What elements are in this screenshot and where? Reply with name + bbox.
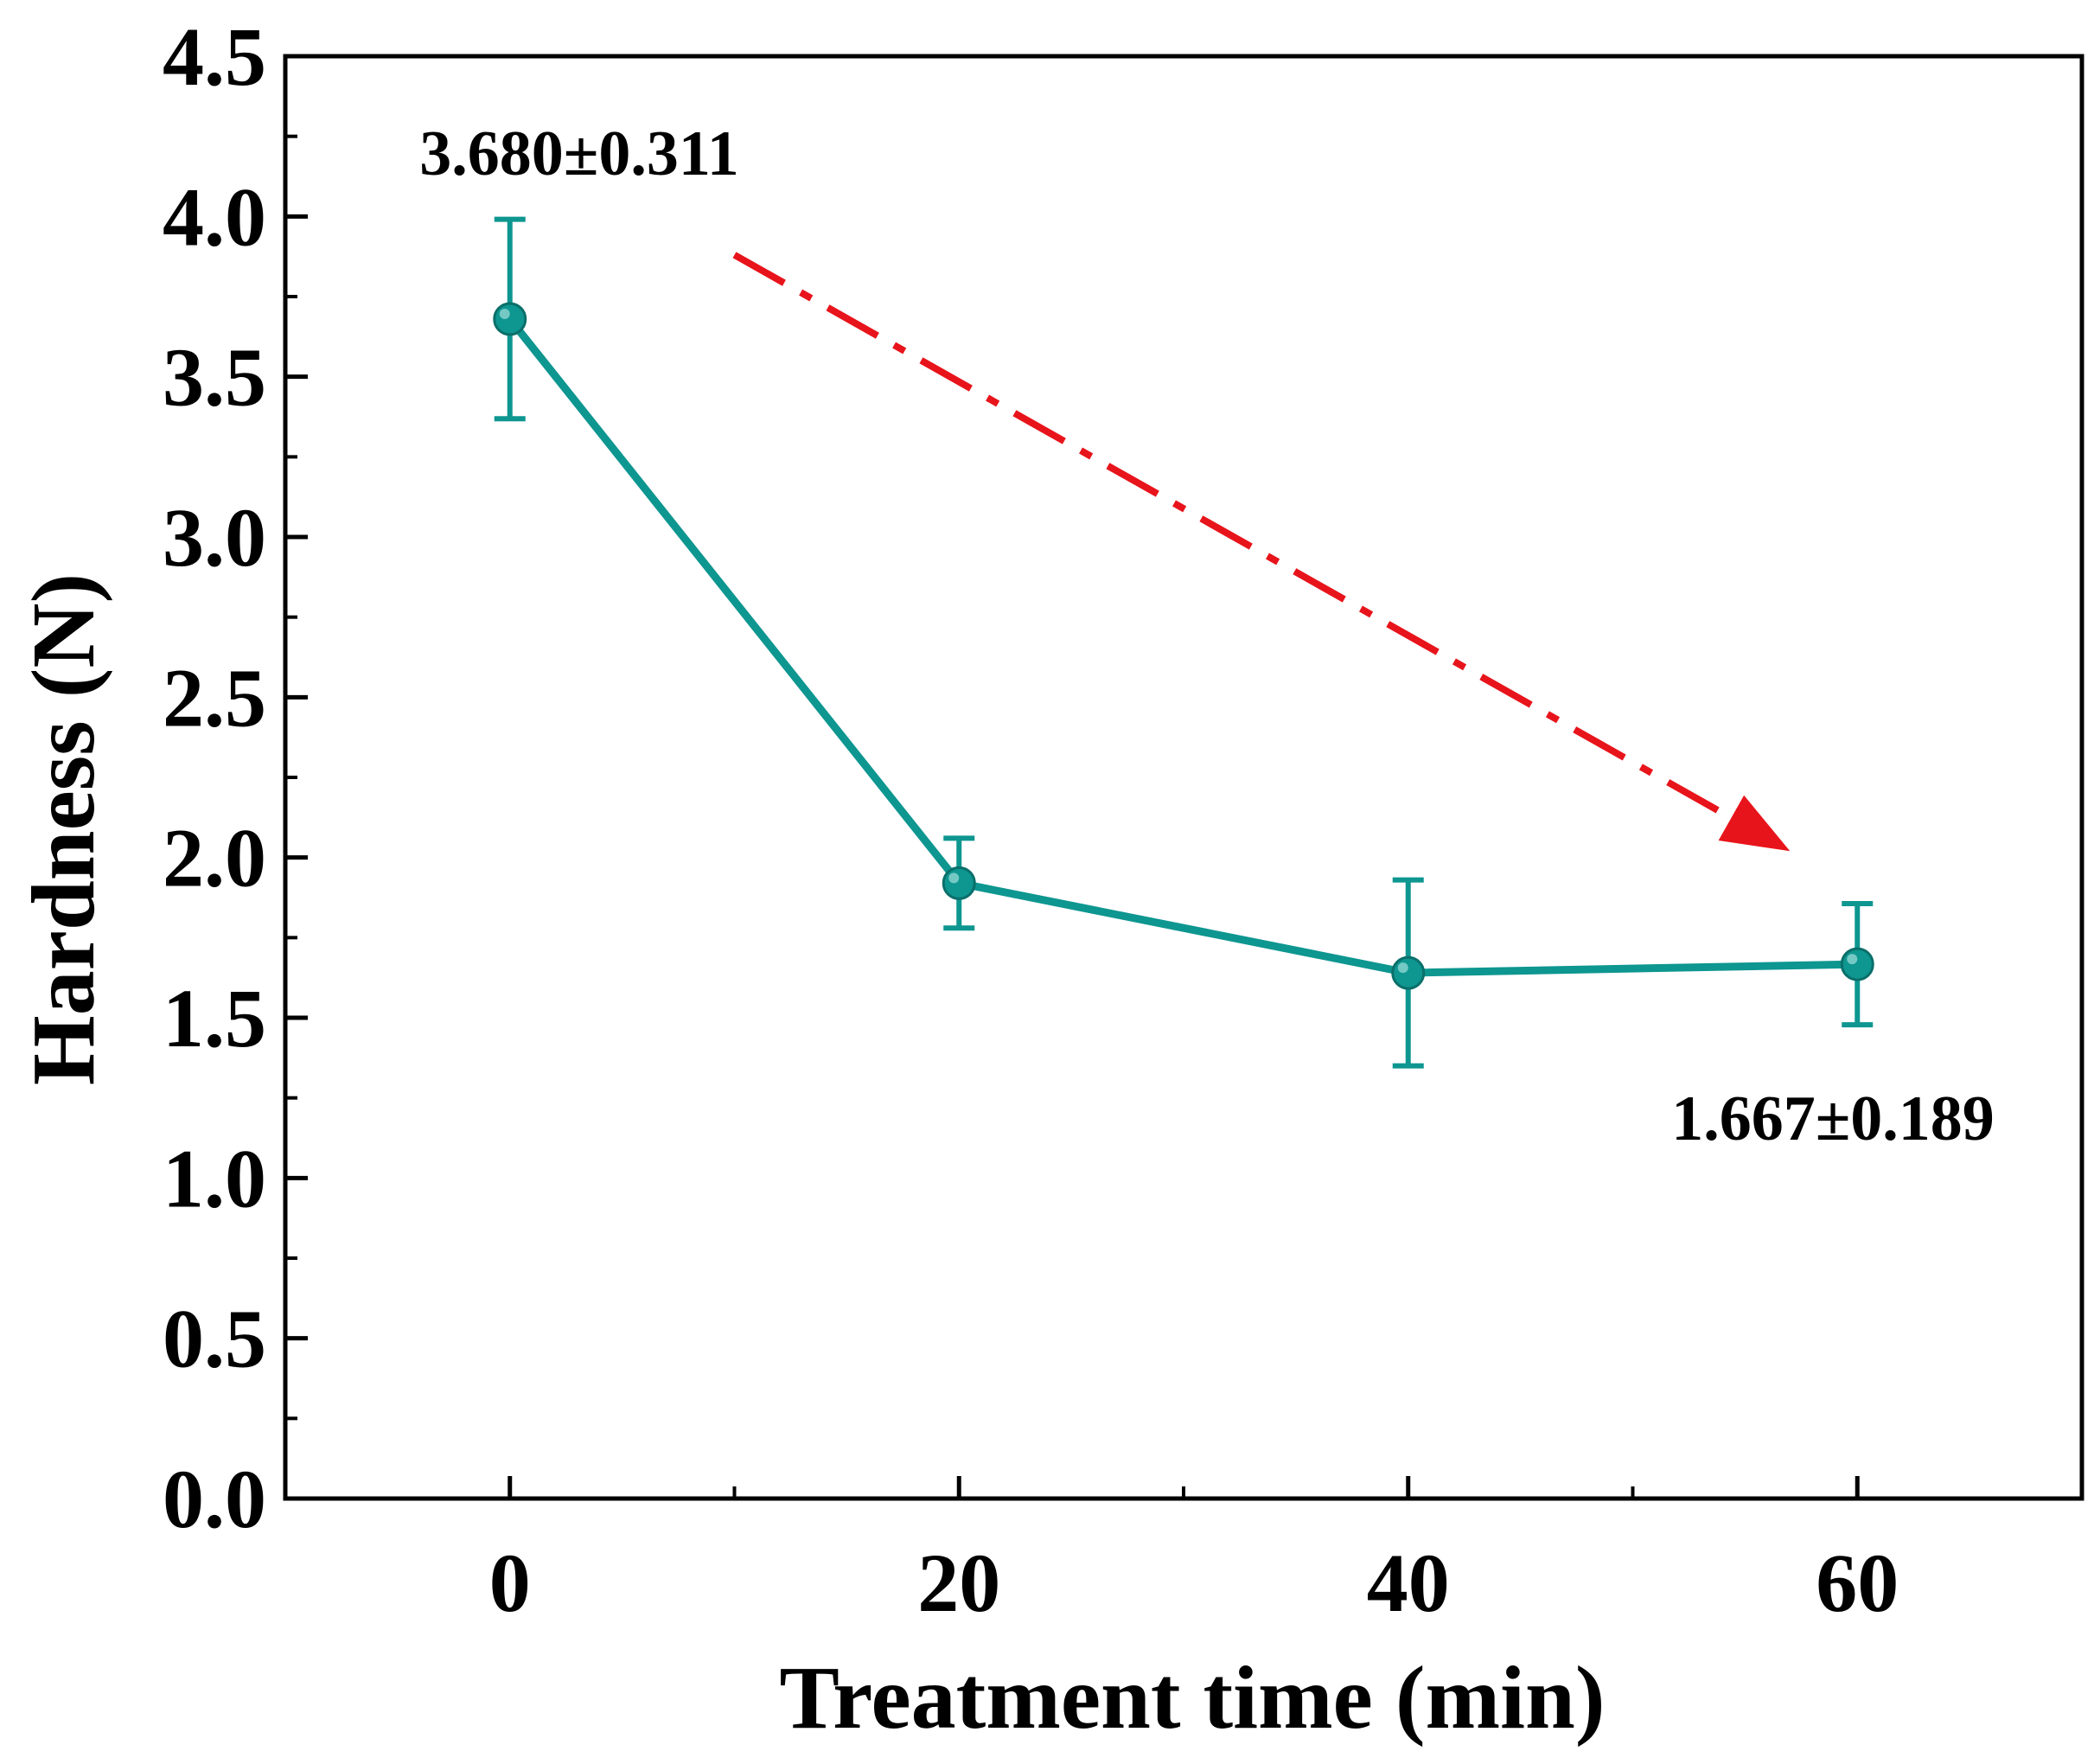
data-series	[493, 216, 1874, 1069]
y-tick-label: 2.0	[163, 812, 266, 904]
x-tick-label: 0	[489, 1537, 531, 1629]
data-point-highlight	[948, 872, 960, 884]
y-tick-label: 3.0	[163, 491, 266, 584]
data-point	[1391, 956, 1426, 990]
y-tick-label: 1.5	[163, 972, 266, 1064]
plot-frame	[283, 54, 2084, 1501]
y-tick-label: 1.0	[163, 1132, 266, 1224]
chart-text: Treatment time (min) Hardness (N) 3.680±…	[14, 118, 1995, 1748]
y-tick-label: 0.5	[163, 1293, 266, 1385]
trend-line	[732, 252, 1733, 821]
data-point-highlight	[1847, 954, 1858, 965]
y-tick-label: 2.5	[163, 651, 266, 744]
data-point	[942, 866, 976, 900]
value-annotation: 3.680±0.311	[419, 118, 739, 189]
x-tick-label: 40	[1367, 1537, 1450, 1629]
value-annotation: 1.667±0.189	[1671, 1083, 1995, 1154]
data-point-highlight	[1397, 962, 1408, 974]
x-axis-title: Treatment time (min)	[780, 1648, 1606, 1748]
y-tick-label: 4.5	[163, 10, 266, 103]
data-point	[493, 302, 527, 336]
trend-arrowhead	[1718, 795, 1791, 852]
axes: 0.0 0.5 1.0 1.5 2.0 2.5 3.0 3.5 4.0 4.5 0 20 40 60	[163, 10, 2084, 1629]
x-tick-label: 60	[1816, 1537, 1899, 1629]
y-axis-title: Hardness (N)	[14, 573, 113, 1085]
y-tick-label: 0.0	[163, 1453, 266, 1545]
series-line	[507, 316, 1858, 977]
y-tick-label: 4.0	[163, 170, 266, 263]
trend-arrow	[732, 252, 1791, 852]
data-point	[1840, 947, 1874, 981]
data-point-highlight	[499, 308, 510, 319]
y-tick-label: 3.5	[163, 331, 266, 424]
x-tick-label: 20	[917, 1537, 1000, 1629]
